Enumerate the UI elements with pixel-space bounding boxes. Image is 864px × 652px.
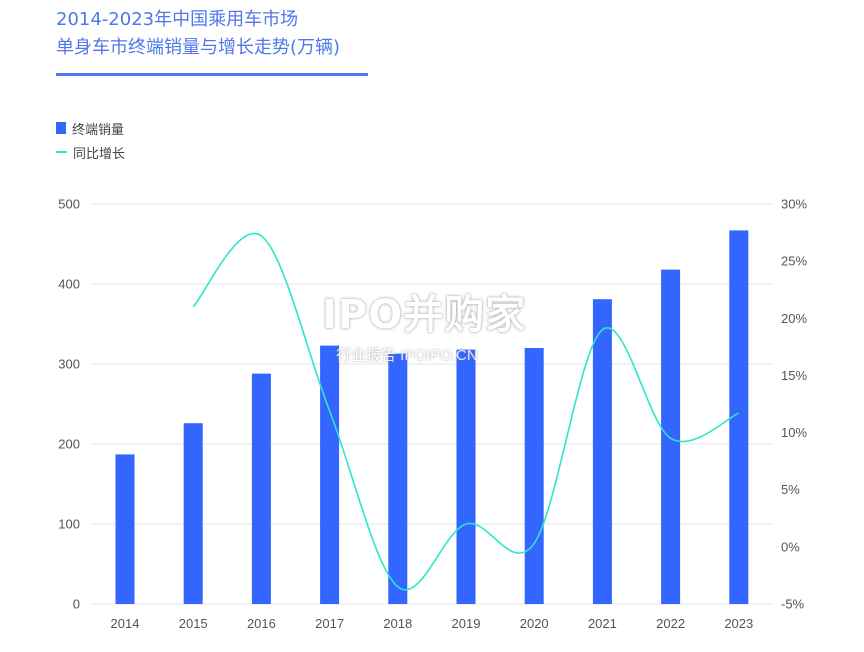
x-tick-label: 2022: [656, 616, 685, 631]
line-series: [192, 232, 740, 591]
x-tick-label: 2014: [111, 616, 140, 631]
legend-swatch-line: [56, 151, 67, 153]
gridlines: [90, 203, 772, 605]
x-tick-label: 2021: [588, 616, 617, 631]
x-tick-label: 2019: [452, 616, 481, 631]
y-left-tick-label: 100: [58, 517, 80, 532]
x-tick-label: 2018: [383, 616, 412, 631]
legend-swatch-bar: [56, 122, 66, 134]
title-underline: [56, 73, 368, 76]
chart-title-line-1: 2014-2023年中国乘用车市场: [56, 9, 299, 30]
y-right-tick-label: 10%: [781, 425, 807, 440]
chart-title-line-2: 单身车市终端销量与增长走势(万辆): [56, 37, 341, 58]
bar: [456, 349, 476, 604]
legend-label-line: 同比增长: [73, 146, 126, 162]
y-right-tick-label: 30%: [781, 197, 807, 212]
y-left-tick-label: 300: [58, 357, 80, 372]
y-right-tick-label: 5%: [781, 482, 800, 497]
bar-series: [115, 230, 749, 604]
bar: [524, 348, 544, 604]
x-tick-label: 2015: [179, 616, 208, 631]
bar: [251, 373, 271, 604]
bar: [661, 269, 681, 604]
legend-item-line: 同比增长: [56, 140, 125, 164]
x-tick-label: 2016: [247, 616, 276, 631]
bar: [388, 353, 408, 604]
x-tick-label: 2020: [520, 616, 549, 631]
legend: 终端销量 同比增长: [56, 116, 125, 164]
y-right-tick-label: 0%: [781, 539, 800, 554]
bar: [320, 345, 340, 604]
x-tick-label: 2023: [724, 616, 753, 631]
y-right-tick-label: 15%: [781, 368, 807, 383]
y-right-tick-label: 25%: [781, 254, 807, 269]
x-axis: 2014 2015 2016 2017 2018 2019 2020 2021 2022 2023: [111, 616, 754, 631]
y-left-tick-label: 0: [73, 597, 80, 612]
chart-title: 2014-2023年中国乘用车市场 单身车市终端销量与增长走势(万辆): [56, 6, 340, 62]
y-right-tick-label: -5%: [781, 597, 805, 612]
y-left-tick-label: 200: [58, 437, 80, 452]
y-right-tick-label: 20%: [781, 311, 807, 326]
y-axis-right: -5% 0% 5% 10% 15% 20% 25% 30%: [781, 197, 807, 612]
x-tick-label: 2017: [315, 616, 344, 631]
y-left-tick-label: 400: [58, 277, 80, 292]
bar: [592, 299, 612, 604]
y-left-tick-label: 500: [58, 197, 80, 212]
y-axis-left: 0 100 200 300 400 500: [58, 197, 80, 612]
bar: [729, 230, 749, 604]
legend-label-bar: 终端销量: [72, 122, 125, 138]
bar: [183, 423, 203, 604]
legend-item-bar: 终端销量: [56, 116, 125, 140]
bar: [115, 454, 135, 604]
